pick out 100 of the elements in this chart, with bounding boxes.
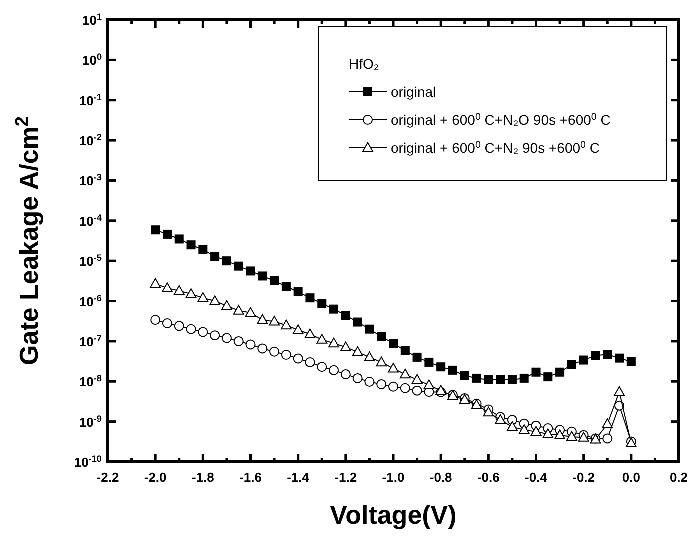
point bbox=[353, 318, 362, 327]
x-tick-label: -0.6 bbox=[477, 470, 500, 485]
point bbox=[544, 372, 553, 382]
point bbox=[602, 418, 614, 428]
point bbox=[222, 300, 232, 310]
legend-label: original + 600$^{0}$ C+N₂O 90s +600$^{0}$ C bbox=[391, 112, 611, 128]
point bbox=[436, 385, 447, 395]
point bbox=[246, 266, 256, 276]
point bbox=[602, 434, 613, 444]
point bbox=[389, 338, 398, 348]
point bbox=[222, 256, 232, 266]
point bbox=[257, 314, 268, 324]
point bbox=[174, 234, 184, 244]
point bbox=[448, 366, 458, 375]
point bbox=[305, 357, 316, 368]
point bbox=[222, 333, 232, 344]
point bbox=[460, 371, 470, 380]
point bbox=[245, 307, 256, 318]
point bbox=[412, 352, 422, 362]
point bbox=[280, 320, 292, 330]
point bbox=[520, 374, 529, 383]
x-tick-label: -0.8 bbox=[430, 470, 452, 485]
point bbox=[591, 351, 600, 360]
point bbox=[304, 328, 316, 338]
point bbox=[174, 321, 184, 332]
point bbox=[210, 330, 220, 341]
point bbox=[412, 374, 423, 384]
x-axis-title: Voltage(V) bbox=[330, 500, 457, 530]
point bbox=[377, 332, 386, 342]
y-tick-label: 10$^{-8}$ bbox=[79, 374, 102, 390]
x-tick-label: -1.2 bbox=[334, 470, 358, 485]
point bbox=[293, 354, 304, 364]
y-tick-label: 10$^{-4}$ bbox=[79, 212, 103, 229]
point bbox=[306, 294, 315, 303]
point bbox=[258, 344, 268, 354]
point bbox=[542, 428, 554, 438]
x-tick-label: -1.6 bbox=[240, 470, 262, 485]
point bbox=[162, 230, 172, 239]
point bbox=[340, 370, 351, 380]
x-tick-label: -1.4 bbox=[287, 470, 310, 485]
point bbox=[186, 324, 196, 334]
x-tick-label: -1.0 bbox=[382, 470, 405, 485]
point bbox=[556, 368, 565, 377]
point bbox=[282, 282, 291, 292]
point bbox=[210, 296, 221, 306]
point bbox=[507, 421, 518, 432]
x-tick-label: 0.2 bbox=[670, 470, 688, 485]
point bbox=[603, 350, 612, 360]
point bbox=[246, 340, 256, 350]
y-tick-label: 10$^{0}$ bbox=[82, 52, 102, 68]
point bbox=[330, 304, 339, 314]
y-tick-label: 10$^{-7}$ bbox=[79, 333, 102, 350]
y-tick-label: 10$^{-3}$ bbox=[79, 172, 102, 189]
point bbox=[150, 278, 162, 288]
x-tick-label: -0.2 bbox=[572, 470, 596, 485]
point bbox=[376, 356, 388, 367]
point bbox=[317, 362, 328, 372]
point bbox=[198, 292, 209, 302]
y-tick-label: 10$^{1}$ bbox=[82, 12, 102, 28]
x-tick-label: -2.0 bbox=[144, 470, 167, 485]
point bbox=[400, 368, 411, 379]
x-tick-label: -1.8 bbox=[192, 470, 214, 485]
point bbox=[400, 383, 410, 394]
point bbox=[186, 288, 197, 298]
point bbox=[388, 363, 399, 373]
point bbox=[328, 338, 340, 348]
y-tick-label: 10$^{-1}$ bbox=[79, 92, 102, 108]
y-tick-label: 10$^{-2}$ bbox=[79, 132, 102, 149]
point bbox=[341, 311, 350, 320]
point bbox=[316, 334, 328, 344]
point bbox=[365, 324, 374, 334]
point bbox=[186, 240, 196, 250]
point bbox=[400, 346, 410, 356]
point bbox=[614, 386, 625, 396]
point bbox=[294, 288, 303, 297]
point bbox=[626, 357, 636, 366]
point bbox=[579, 356, 588, 365]
x-tick-label: -2.2 bbox=[96, 470, 120, 485]
point bbox=[388, 382, 398, 392]
point bbox=[340, 342, 352, 352]
point bbox=[198, 327, 208, 338]
point bbox=[518, 424, 530, 434]
point bbox=[424, 358, 434, 367]
point bbox=[615, 354, 624, 363]
point bbox=[198, 245, 208, 254]
point bbox=[508, 375, 517, 384]
point bbox=[329, 365, 340, 376]
point bbox=[174, 285, 185, 296]
point bbox=[210, 252, 220, 262]
point bbox=[436, 362, 446, 372]
point bbox=[424, 380, 435, 390]
point bbox=[234, 262, 244, 271]
point bbox=[258, 272, 268, 281]
point bbox=[292, 324, 304, 334]
legend-title: HfO₂ bbox=[349, 56, 380, 72]
legend-label: original bbox=[391, 84, 436, 100]
point bbox=[162, 318, 172, 328]
y-tick-label: 10$^{-10}$ bbox=[74, 454, 102, 470]
point bbox=[150, 315, 161, 326]
point bbox=[376, 379, 387, 390]
